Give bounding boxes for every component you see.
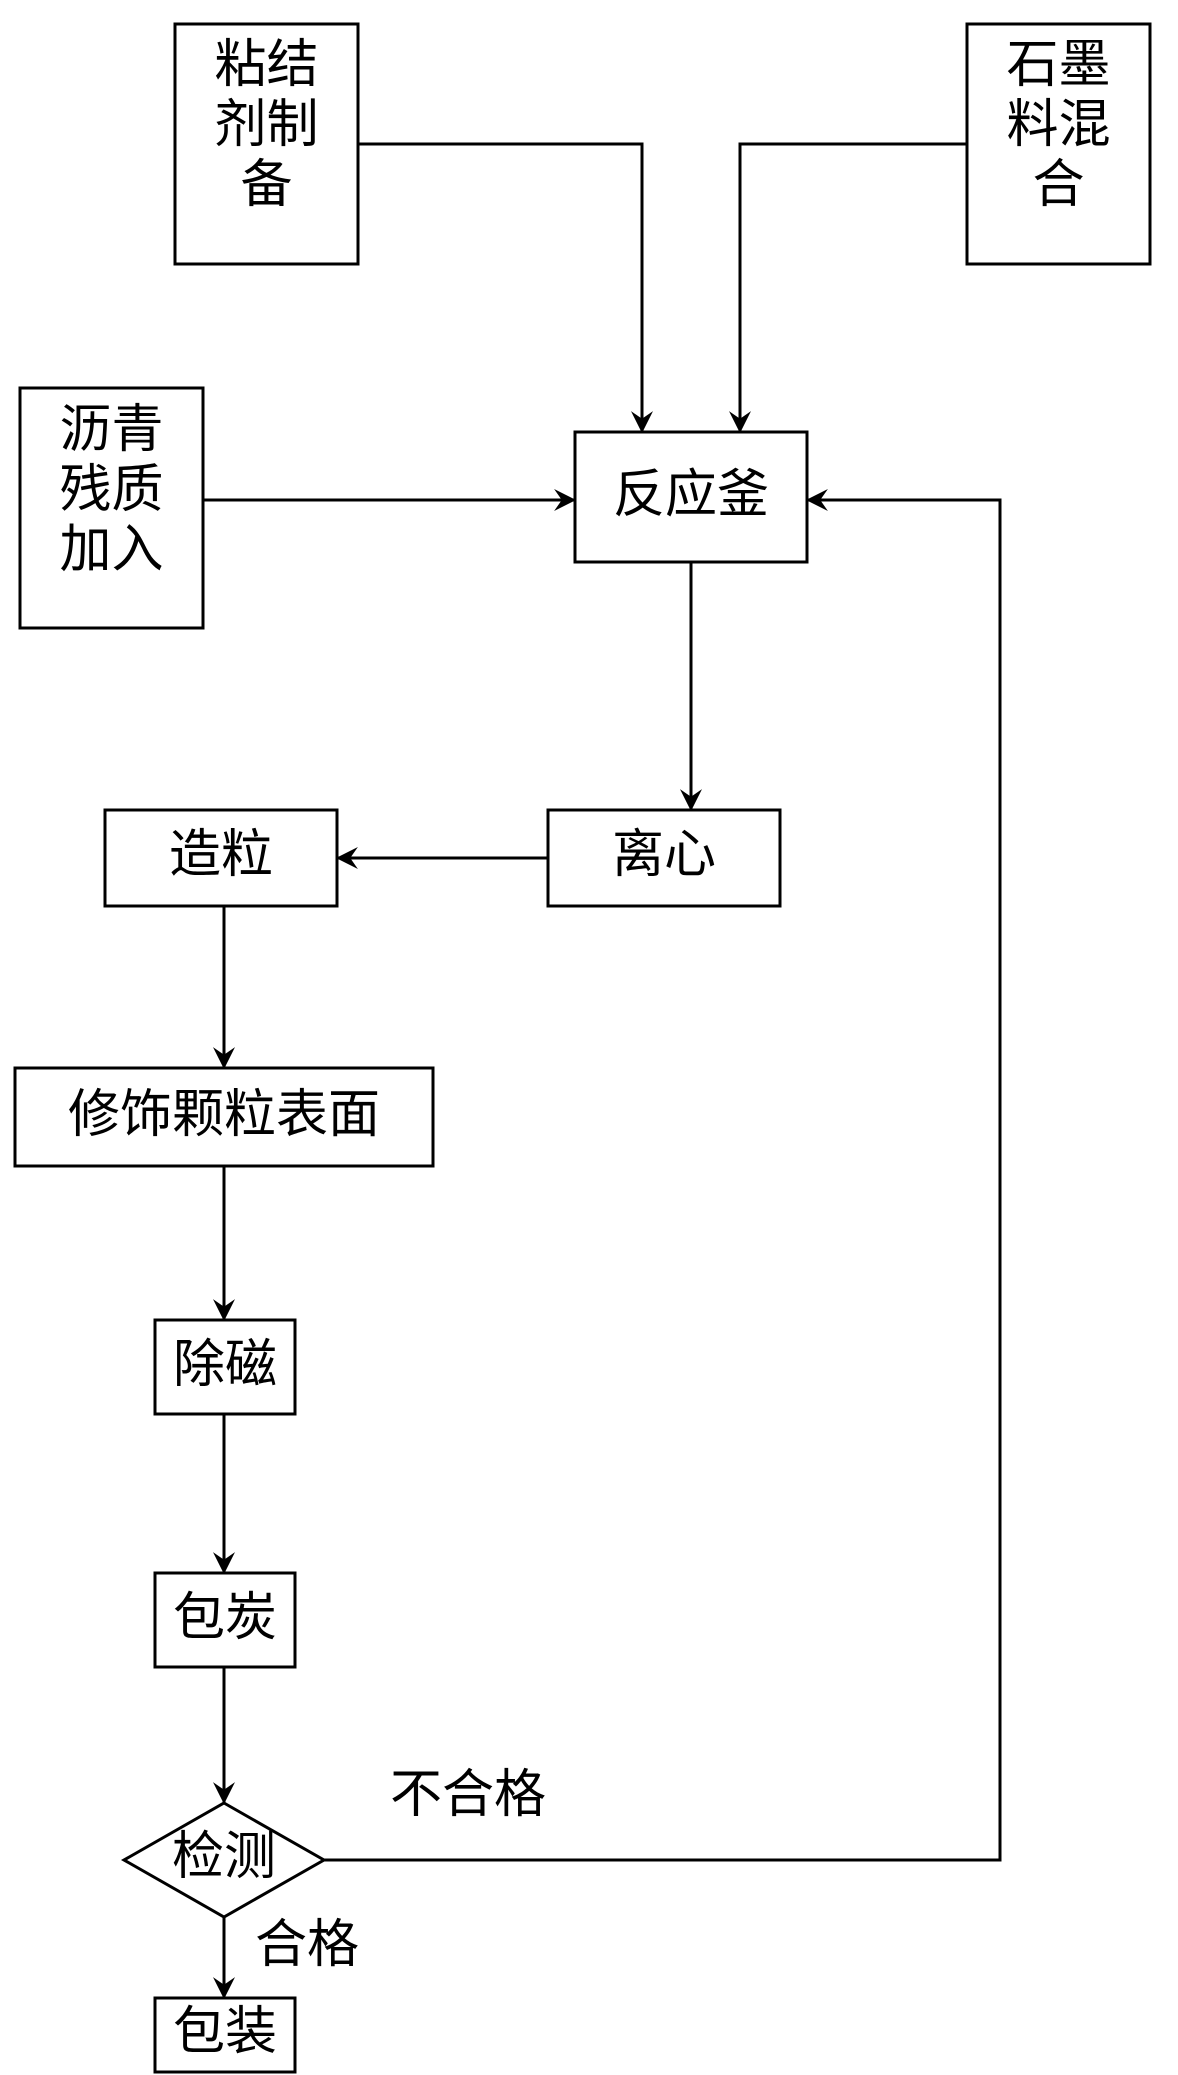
node-asphalt-label: 沥青 (59, 402, 163, 459)
edge-fail-loop (324, 500, 1000, 1860)
node-binder-label: 剂制 (214, 97, 318, 154)
node-carbon: 包炭 (155, 1573, 295, 1667)
node-package: 包装 (155, 1998, 295, 2072)
node-graphite: 石墨料混合 (967, 24, 1150, 264)
node-inspect-label: 检测 (172, 1829, 276, 1886)
node-demag: 除磁 (155, 1320, 295, 1414)
node-graphite-label: 料混 (1006, 97, 1110, 154)
node-reactor-label: 反应釜 (613, 467, 769, 524)
node-package-label: 包装 (173, 2004, 277, 2061)
node-granulate: 造粒 (105, 810, 337, 906)
node-centrifuge: 离心 (548, 810, 780, 906)
node-granulate-label: 造粒 (169, 827, 273, 884)
node-surface-label: 修饰颗粒表面 (68, 1087, 380, 1144)
edge-binder-to-join (358, 144, 642, 425)
flowchart-diagram: 粘结剂制备 石墨料混合沥青残质加入 反应釜离心 造粒修饰颗粒表面除磁包炭检测包装 不合格… (0, 0, 1178, 2075)
node-centrifuge-label: 离心 (612, 827, 716, 884)
node-surface: 修饰颗粒表面 (15, 1068, 433, 1166)
node-asphalt-label: 加入 (59, 522, 163, 579)
node-binder-label: 备 (240, 157, 292, 214)
node-binder-label: 粘结 (214, 37, 318, 94)
node-graphite-label: 合 (1032, 157, 1084, 214)
node-graphite-label: 石墨 (1006, 37, 1110, 94)
node-asphalt-label: 残质 (59, 462, 163, 519)
edge-label-fail: 不合格 (390, 1767, 546, 1824)
edge-label-pass: 合格 (255, 1917, 359, 1974)
edge-graphite-to-reactor (740, 144, 967, 432)
node-inspect: 检测 (124, 1803, 324, 1917)
node-carbon-label: 包炭 (173, 1590, 277, 1647)
node-reactor: 反应釜 (575, 432, 807, 562)
node-binder: 粘结剂制备 (175, 24, 358, 264)
node-asphalt: 沥青残质加入 (20, 388, 203, 628)
node-demag-label: 除磁 (173, 1337, 277, 1394)
